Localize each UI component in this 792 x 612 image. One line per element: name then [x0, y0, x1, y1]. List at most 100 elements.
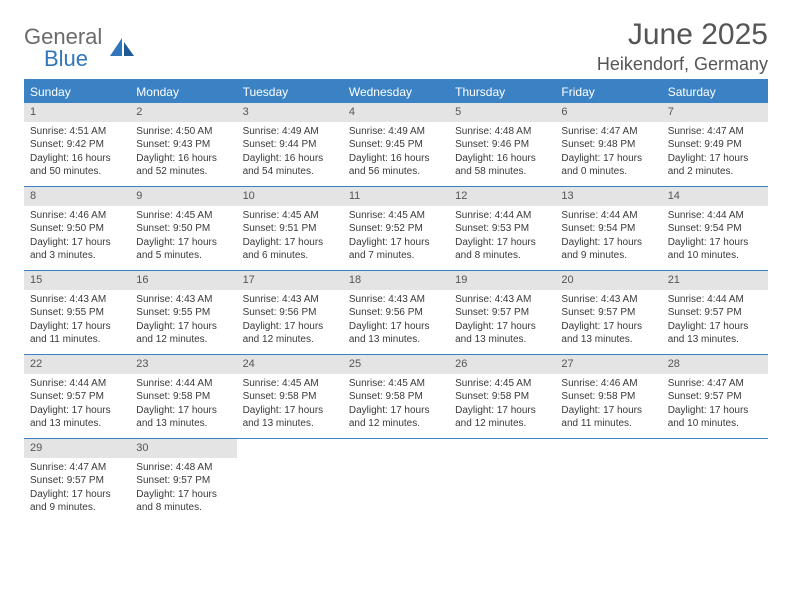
day-body: Sunrise: 4:43 AMSunset: 9:55 PMDaylight:…	[24, 290, 130, 353]
sunset-line: Sunset: 9:49 PM	[668, 138, 762, 152]
day-number: 23	[130, 355, 236, 374]
sunrise-line: Sunrise: 4:43 AM	[30, 293, 124, 307]
daylight-line: Daylight: 17 hours and 5 minutes.	[136, 236, 230, 263]
day-body: Sunrise: 4:45 AMSunset: 9:51 PMDaylight:…	[237, 206, 343, 269]
daylight-line: Daylight: 17 hours and 12 minutes.	[136, 320, 230, 347]
sunset-line: Sunset: 9:56 PM	[243, 306, 337, 320]
day-body: Sunrise: 4:45 AMSunset: 9:52 PMDaylight:…	[343, 206, 449, 269]
sunset-line: Sunset: 9:57 PM	[561, 306, 655, 320]
sunset-line: Sunset: 9:58 PM	[455, 390, 549, 404]
day-cell: 10Sunrise: 4:45 AMSunset: 9:51 PMDayligh…	[237, 187, 343, 270]
day-number: 13	[555, 187, 661, 206]
day-number: 1	[24, 103, 130, 122]
day-number: 6	[555, 103, 661, 122]
sunrise-line: Sunrise: 4:43 AM	[349, 293, 443, 307]
day-body: Sunrise: 4:48 AMSunset: 9:57 PMDaylight:…	[130, 458, 236, 521]
sunset-line: Sunset: 9:55 PM	[136, 306, 230, 320]
day-body: Sunrise: 4:46 AMSunset: 9:58 PMDaylight:…	[555, 374, 661, 437]
day-header: Tuesday	[237, 81, 343, 103]
day-number: 12	[449, 187, 555, 206]
day-header: Sunday	[24, 81, 130, 103]
day-cell: 14Sunrise: 4:44 AMSunset: 9:54 PMDayligh…	[662, 187, 768, 270]
day-header: Thursday	[449, 81, 555, 103]
day-cell: 3Sunrise: 4:49 AMSunset: 9:44 PMDaylight…	[237, 103, 343, 186]
day-body: Sunrise: 4:47 AMSunset: 9:48 PMDaylight:…	[555, 122, 661, 185]
day-number: 26	[449, 355, 555, 374]
daylight-line: Daylight: 16 hours and 56 minutes.	[349, 152, 443, 179]
day-cell: 19Sunrise: 4:43 AMSunset: 9:57 PMDayligh…	[449, 271, 555, 354]
day-body: Sunrise: 4:44 AMSunset: 9:54 PMDaylight:…	[662, 206, 768, 269]
day-cell: 17Sunrise: 4:43 AMSunset: 9:56 PMDayligh…	[237, 271, 343, 354]
day-cell: 27Sunrise: 4:46 AMSunset: 9:58 PMDayligh…	[555, 355, 661, 438]
calendar: SundayMondayTuesdayWednesdayThursdayFrid…	[24, 79, 768, 523]
day-body: Sunrise: 4:47 AMSunset: 9:49 PMDaylight:…	[662, 122, 768, 185]
title-block: June 2025 Heikendorf, Germany	[597, 18, 768, 75]
sunrise-line: Sunrise: 4:45 AM	[349, 377, 443, 391]
daylight-line: Daylight: 17 hours and 13 minutes.	[136, 404, 230, 431]
day-body: Sunrise: 4:49 AMSunset: 9:45 PMDaylight:…	[343, 122, 449, 185]
sunrise-line: Sunrise: 4:43 AM	[455, 293, 549, 307]
week-row: 15Sunrise: 4:43 AMSunset: 9:55 PMDayligh…	[24, 271, 768, 355]
sunset-line: Sunset: 9:53 PM	[455, 222, 549, 236]
header-row: General Blue June 2025 Heikendorf, Germa…	[24, 18, 768, 75]
day-cell: 7Sunrise: 4:47 AMSunset: 9:49 PMDaylight…	[662, 103, 768, 186]
day-header: Saturday	[662, 81, 768, 103]
sunset-line: Sunset: 9:54 PM	[561, 222, 655, 236]
daylight-line: Daylight: 17 hours and 12 minutes.	[243, 320, 337, 347]
sunrise-line: Sunrise: 4:43 AM	[561, 293, 655, 307]
day-cell	[237, 439, 343, 523]
sunrise-line: Sunrise: 4:44 AM	[668, 293, 762, 307]
day-number: 21	[662, 271, 768, 290]
day-cell: 16Sunrise: 4:43 AMSunset: 9:55 PMDayligh…	[130, 271, 236, 354]
day-number: 11	[343, 187, 449, 206]
sunrise-line: Sunrise: 4:43 AM	[136, 293, 230, 307]
sunset-line: Sunset: 9:57 PM	[136, 474, 230, 488]
week-row: 1Sunrise: 4:51 AMSunset: 9:42 PMDaylight…	[24, 103, 768, 187]
day-body: Sunrise: 4:43 AMSunset: 9:56 PMDaylight:…	[237, 290, 343, 353]
sunrise-line: Sunrise: 4:47 AM	[668, 125, 762, 139]
day-body: Sunrise: 4:43 AMSunset: 9:56 PMDaylight:…	[343, 290, 449, 353]
day-body: Sunrise: 4:51 AMSunset: 9:42 PMDaylight:…	[24, 122, 130, 185]
day-header: Friday	[555, 81, 661, 103]
day-cell	[555, 439, 661, 523]
sunset-line: Sunset: 9:57 PM	[455, 306, 549, 320]
day-number: 5	[449, 103, 555, 122]
day-cell: 4Sunrise: 4:49 AMSunset: 9:45 PMDaylight…	[343, 103, 449, 186]
sunrise-line: Sunrise: 4:45 AM	[455, 377, 549, 391]
day-cell: 26Sunrise: 4:45 AMSunset: 9:58 PMDayligh…	[449, 355, 555, 438]
week-row: 22Sunrise: 4:44 AMSunset: 9:57 PMDayligh…	[24, 355, 768, 439]
logo-text-blue: Blue	[44, 46, 102, 72]
daylight-line: Daylight: 17 hours and 7 minutes.	[349, 236, 443, 263]
daylight-line: Daylight: 17 hours and 6 minutes.	[243, 236, 337, 263]
daylight-line: Daylight: 17 hours and 13 minutes.	[455, 320, 549, 347]
day-body: Sunrise: 4:47 AMSunset: 9:57 PMDaylight:…	[662, 374, 768, 437]
day-number: 2	[130, 103, 236, 122]
sunrise-line: Sunrise: 4:44 AM	[30, 377, 124, 391]
day-body: Sunrise: 4:43 AMSunset: 9:57 PMDaylight:…	[555, 290, 661, 353]
sunrise-line: Sunrise: 4:50 AM	[136, 125, 230, 139]
day-body: Sunrise: 4:44 AMSunset: 9:57 PMDaylight:…	[24, 374, 130, 437]
day-body: Sunrise: 4:50 AMSunset: 9:43 PMDaylight:…	[130, 122, 236, 185]
sunrise-line: Sunrise: 4:51 AM	[30, 125, 124, 139]
day-number: 22	[24, 355, 130, 374]
sunset-line: Sunset: 9:58 PM	[561, 390, 655, 404]
day-cell: 1Sunrise: 4:51 AMSunset: 9:42 PMDaylight…	[24, 103, 130, 186]
sunrise-line: Sunrise: 4:47 AM	[561, 125, 655, 139]
sunset-line: Sunset: 9:44 PM	[243, 138, 337, 152]
day-cell: 24Sunrise: 4:45 AMSunset: 9:58 PMDayligh…	[237, 355, 343, 438]
sunrise-line: Sunrise: 4:49 AM	[243, 125, 337, 139]
day-number: 30	[130, 439, 236, 458]
day-cell: 28Sunrise: 4:47 AMSunset: 9:57 PMDayligh…	[662, 355, 768, 438]
daylight-line: Daylight: 17 hours and 13 minutes.	[668, 320, 762, 347]
day-cell: 18Sunrise: 4:43 AMSunset: 9:56 PMDayligh…	[343, 271, 449, 354]
sunset-line: Sunset: 9:57 PM	[668, 390, 762, 404]
daylight-line: Daylight: 17 hours and 13 minutes.	[349, 320, 443, 347]
day-number: 14	[662, 187, 768, 206]
day-body: Sunrise: 4:44 AMSunset: 9:58 PMDaylight:…	[130, 374, 236, 437]
sunset-line: Sunset: 9:50 PM	[136, 222, 230, 236]
sunrise-line: Sunrise: 4:48 AM	[136, 461, 230, 475]
day-number: 17	[237, 271, 343, 290]
title-location: Heikendorf, Germany	[597, 54, 768, 75]
daylight-line: Daylight: 17 hours and 8 minutes.	[136, 488, 230, 515]
sunrise-line: Sunrise: 4:46 AM	[30, 209, 124, 223]
